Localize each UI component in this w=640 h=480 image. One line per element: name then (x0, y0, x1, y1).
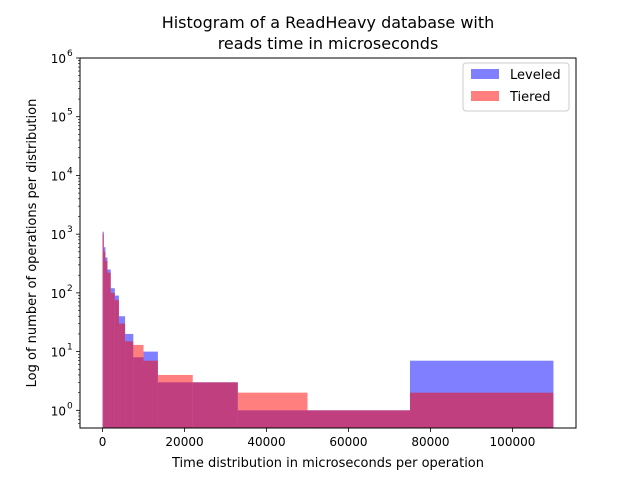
y-tick-exponent: 4 (67, 166, 73, 176)
x-axis-ticks: 0 20000 40000 60000 80000 100000 (99, 428, 536, 449)
bar-tiered-14 (409, 392, 554, 428)
y-tick-exponent: 3 (67, 225, 73, 235)
y-tick-base: 10 (51, 228, 66, 242)
bar-tiered-7 (125, 341, 134, 428)
chart-title-line-1: Histogram of a ReadHeavy database with (162, 13, 495, 32)
y-tick-base: 10 (51, 404, 66, 418)
bar-tiered-5 (114, 300, 119, 428)
y-tick-label: 10 (51, 111, 66, 125)
y-tick-base: 10 (51, 52, 66, 66)
chart-title-line-2: reads time in microseconds (218, 34, 439, 53)
y-tick-base: 10 (51, 287, 66, 301)
bar-tiered-4 (110, 292, 115, 428)
y-tick-base: 10 (51, 346, 66, 360)
bar-tiered-11 (192, 382, 238, 428)
bar-tiered-0 (102, 234, 104, 428)
y-tick-exponent: 0 (67, 401, 73, 411)
y-tick-exponent: 6 (67, 49, 73, 59)
legend: Leveled Tiered (462, 62, 570, 112)
bar-tiered-6 (118, 323, 126, 428)
y-tick-base: 10 (51, 169, 66, 183)
x-axis-label: Time distribution in microseconds per op… (171, 456, 484, 471)
y-tick-label: 10 (51, 404, 66, 418)
y-tick-base: 10 (51, 111, 66, 125)
y-tick-label: 10 (51, 346, 66, 360)
y-tick-exponent: 1 (67, 343, 73, 353)
y-tick-label: 10 (51, 169, 66, 183)
legend-swatch-tiered (471, 91, 499, 101)
y-tick-exponent: 5 (67, 108, 73, 118)
bar-tiered-8 (133, 344, 144, 428)
bar-tiered-12 (237, 392, 308, 428)
x-tick-label: 80000 (411, 435, 449, 449)
legend-label-leveled: Leveled (510, 68, 561, 83)
bar-tiered-9 (143, 360, 158, 428)
bar-tiered-2 (105, 260, 108, 428)
y-tick-exponent: 2 (67, 284, 73, 294)
bar-tiered-10 (157, 374, 193, 428)
legend-label-tiered: Tiered (509, 90, 550, 105)
bar-tiered-3 (107, 272, 111, 428)
bar-tiered-1 (103, 251, 106, 428)
y-tick-label: 10 (51, 228, 66, 242)
y-axis-label: Log of number of operations per distribu… (25, 99, 40, 388)
x-tick-label: 100000 (490, 435, 536, 449)
x-tick-label: 0 (99, 435, 107, 449)
x-tick-label: 20000 (165, 435, 203, 449)
histogram-bars (102, 231, 554, 428)
legend-swatch-leveled (471, 69, 499, 79)
x-tick-label: 60000 (329, 435, 367, 449)
bar-tiered-13 (307, 410, 410, 428)
y-tick-label: 10 (51, 287, 66, 301)
x-tick-label: 40000 (247, 435, 285, 449)
y-tick-label: 10 (51, 52, 66, 66)
